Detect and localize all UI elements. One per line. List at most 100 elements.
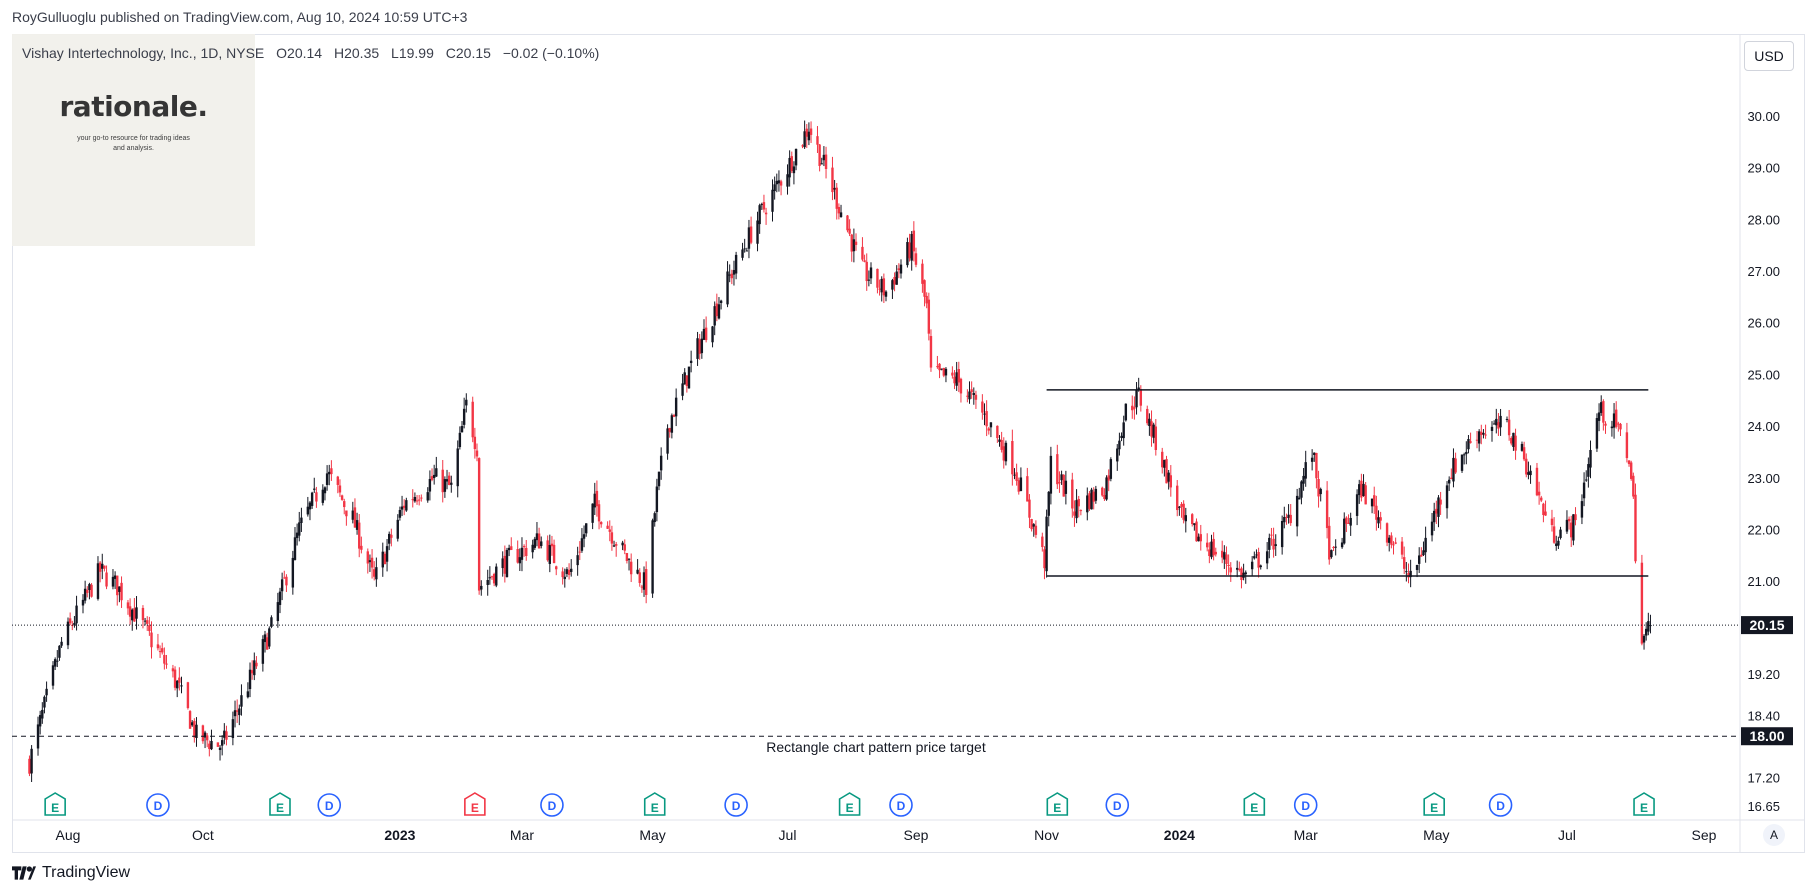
candle-body — [1430, 521, 1434, 536]
candle-body — [1137, 387, 1140, 390]
candle-body — [623, 544, 626, 551]
x-tick-label: Mar — [510, 827, 534, 843]
candle-body — [193, 720, 196, 738]
earnings-icon[interactable] — [643, 792, 666, 816]
candle-body — [1257, 552, 1260, 568]
candle-body — [876, 268, 879, 288]
candle-body — [141, 607, 145, 621]
dividend-icon[interactable] — [146, 793, 170, 817]
candle-body — [396, 519, 399, 539]
x-tick-label: Jul — [1558, 827, 1576, 843]
candle-body — [1071, 479, 1074, 509]
earnings-icon[interactable] — [1423, 792, 1445, 816]
candle-body — [1514, 435, 1517, 451]
candle-body — [1559, 529, 1562, 538]
y-tick-label: 23.00 — [1747, 471, 1780, 486]
candle-body — [820, 163, 823, 165]
candle-body — [492, 573, 496, 584]
candle-body — [893, 276, 896, 285]
candle-body — [1313, 452, 1316, 455]
logo-tagline: your go-to resource for trading ideas an… — [77, 135, 190, 152]
candle-body — [1131, 405, 1134, 411]
auto-scale-button[interactable]: A — [1763, 824, 1785, 846]
candle-body — [405, 500, 408, 511]
candle-body — [90, 584, 93, 597]
candle-body — [265, 637, 269, 650]
candle-body — [255, 662, 258, 667]
candle-body — [1090, 489, 1093, 510]
candle-body — [1612, 413, 1616, 428]
candle-body — [779, 181, 783, 186]
earnings-icon[interactable] — [1046, 792, 1069, 816]
candle-body — [1525, 458, 1528, 475]
dividend-icon[interactable] — [540, 793, 564, 817]
dividend-icon-label: D — [548, 799, 557, 813]
currency-button[interactable]: USD — [1744, 41, 1794, 71]
symbol-name: Vishay Intertechnology, Inc., 1D, NYSE — [22, 45, 265, 61]
candle-body — [1109, 459, 1113, 479]
candle-body — [1015, 472, 1018, 481]
earnings-icon[interactable] — [838, 792, 861, 816]
candle-body — [1619, 423, 1622, 430]
earnings-icon[interactable] — [44, 792, 66, 816]
candle-body — [1272, 538, 1275, 550]
dividend-icon[interactable] — [1293, 793, 1318, 817]
tradingview-brand[interactable]: TradingView — [12, 864, 130, 882]
candle-body — [1403, 557, 1406, 569]
earnings-icon[interactable] — [1243, 792, 1266, 816]
candle-body — [670, 415, 674, 433]
candle-body — [88, 584, 91, 591]
candle-body — [1043, 549, 1046, 569]
candle-body — [432, 474, 436, 478]
earnings-icon[interactable] — [464, 792, 486, 816]
candle-body — [60, 641, 63, 646]
candle-body — [216, 742, 220, 747]
candle-body — [597, 504, 601, 522]
candle-body — [1191, 514, 1194, 525]
candle-body — [773, 184, 776, 192]
y-tick-label: 17.20 — [1747, 771, 1780, 786]
candle-body — [325, 473, 329, 485]
candle-body — [443, 479, 447, 492]
price-badge-label: 20.15 — [1749, 617, 1784, 633]
candle-body — [940, 368, 943, 370]
candle-body — [629, 561, 633, 575]
candle-body — [116, 575, 119, 596]
dividend-icon[interactable] — [1105, 793, 1130, 817]
candle-body — [1450, 477, 1453, 480]
candle-body — [456, 448, 459, 487]
candle-body — [923, 280, 926, 297]
candle-body — [390, 534, 393, 538]
candle-body — [225, 731, 228, 740]
dividend-icon[interactable] — [1488, 793, 1513, 817]
candle-body — [640, 586, 644, 588]
x-tick-label: Sep — [904, 827, 929, 843]
x-tick-label: 2024 — [1164, 827, 1195, 843]
candle-body — [1358, 484, 1361, 496]
candle-body — [912, 230, 916, 252]
earnings-icon[interactable] — [1633, 792, 1655, 816]
candle-body — [156, 644, 160, 649]
candle-body — [336, 476, 340, 485]
candle-body — [599, 522, 603, 525]
earnings-icon[interactable] — [269, 792, 291, 816]
candle-body — [43, 696, 46, 708]
candle-body — [867, 279, 871, 281]
candle-body — [1567, 518, 1571, 522]
candle-body — [75, 605, 78, 624]
candle-body — [713, 306, 716, 326]
candle-body — [837, 206, 841, 214]
candle-body — [1407, 573, 1410, 578]
candle-body — [1510, 437, 1513, 444]
candle-body — [1041, 536, 1044, 547]
dividend-icon[interactable] — [889, 793, 913, 817]
candle-body — [507, 547, 511, 551]
candle-body — [96, 563, 100, 599]
y-tick-label: 18.40 — [1747, 709, 1780, 724]
dividend-icon[interactable] — [724, 793, 748, 817]
dividend-icon[interactable] — [317, 793, 342, 817]
candle-body — [653, 513, 656, 523]
candle-body — [1400, 541, 1404, 555]
candle-body — [353, 507, 357, 528]
